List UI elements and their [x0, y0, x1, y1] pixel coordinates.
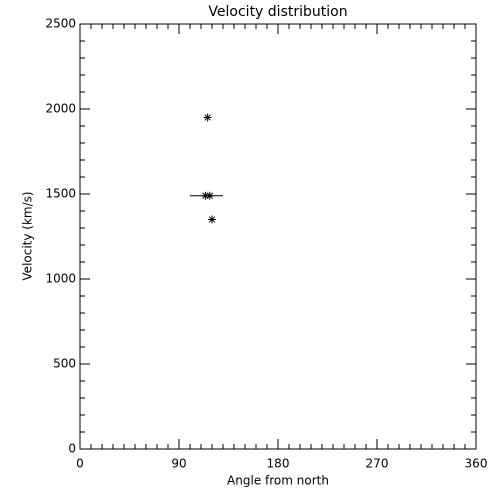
- x-tick-label: 0: [76, 457, 84, 471]
- y-tick-label: 500: [53, 357, 76, 371]
- point: [203, 113, 212, 122]
- x-tick-label: 270: [366, 457, 389, 471]
- x-tick-label: 180: [267, 457, 290, 471]
- y-axis-label: Velocity (km/s): [21, 191, 35, 280]
- y-tick-label: 0: [68, 442, 76, 456]
- x-tick-label: 90: [171, 457, 186, 471]
- point: [208, 215, 216, 224]
- chart-title: Velocity distribution: [208, 4, 347, 20]
- x-tick-label: 360: [465, 457, 488, 471]
- y-tick-label: 1500: [45, 187, 76, 201]
- y-tick-label: 2000: [45, 102, 76, 116]
- y-tick-label: 2500: [45, 17, 76, 31]
- y-tick-label: 1000: [45, 272, 76, 286]
- x-axis-label: Angle from north: [227, 474, 329, 488]
